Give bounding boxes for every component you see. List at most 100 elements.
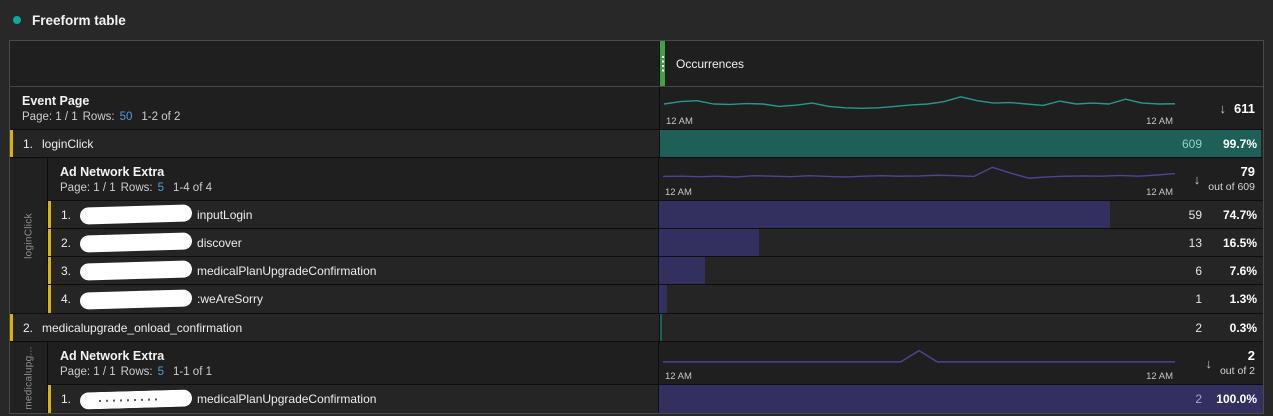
- pagination: Page: 1 / 1 Rows: 5 1-1 of 1: [60, 366, 658, 378]
- redaction-mark: [79, 204, 193, 225]
- row-label: :weAreSorry: [197, 292, 264, 306]
- redaction-mark: [79, 260, 193, 281]
- dimension-name: Ad Network Extra: [60, 164, 165, 179]
- sparkline: 12 AM 12 AM: [664, 92, 1175, 127]
- breakdown-dimension-header-row: Ad Network Extra Page: 1 / 1 Rows: 5 1-4…: [48, 158, 1263, 201]
- row-index: 1.: [23, 136, 34, 151]
- metric-percent: 99.7%: [1222, 136, 1257, 151]
- column-total: 79: [1240, 164, 1255, 180]
- metric-percent: 16.5%: [1222, 235, 1257, 250]
- metric-bar: [659, 229, 759, 256]
- metric-bar: [659, 385, 1263, 413]
- metric-header-label: Occurrences: [676, 56, 745, 71]
- redaction-mark: [79, 232, 193, 253]
- metric-value: 59: [1188, 207, 1202, 222]
- row-index: 1.: [61, 392, 72, 406]
- breakdown-row[interactable]: 1. medicalPlanUpgradeConfirmation 2 100.…: [48, 385, 1263, 413]
- breakdown-gutter: medicalupg...: [10, 342, 48, 413]
- time-axis-label-end: 12 AM: [1146, 371, 1173, 382]
- time-axis-label-end: 12 AM: [1146, 187, 1173, 198]
- sparkline-svg: [663, 347, 1175, 371]
- pagination: Page: 1 / 1 Rows: 50 1-2 of 2: [22, 111, 659, 123]
- breakdown-row[interactable]: 2. discover 13 16.5%: [48, 229, 1263, 257]
- sparkline: 12 AM 12 AM: [663, 163, 1175, 198]
- rows-label: Rows:: [120, 181, 153, 194]
- panel-collapse-dot[interactable]: [13, 16, 21, 24]
- column-drag-handle[interactable]: [660, 41, 665, 86]
- row-label: medicalupgrade_onload_confirmation: [42, 320, 243, 335]
- breakdown-gutter: loginClick: [10, 158, 48, 313]
- row-label: medicalPlanUpgradeConfirmation: [197, 263, 377, 278]
- row-label: loginClick: [42, 136, 94, 151]
- metric-percent: 7.6%: [1229, 263, 1257, 278]
- metric-percent: 0.3%: [1229, 320, 1257, 335]
- metric-value: 1: [1195, 292, 1202, 306]
- breakdown-gutter-label: medicalupg...: [23, 345, 34, 410]
- row-label: inputLogin: [197, 207, 253, 222]
- sparkline: 12 AM 12 AM: [663, 347, 1175, 382]
- time-axis-label-start: 12 AM: [665, 187, 692, 198]
- row-label: medicalPlanUpgradeConfirmation: [197, 392, 377, 406]
- column-header-occurrences[interactable]: Occurrences: [660, 41, 1263, 86]
- table-row[interactable]: 2. medicalupgrade_onload_confirmation 2 …: [10, 314, 1263, 342]
- row-range: 1-2 of 2: [141, 110, 181, 123]
- metric-bar: [660, 314, 662, 341]
- dimension-name: Event Page: [22, 93, 90, 108]
- metric-bar: [659, 201, 1111, 228]
- page-indicator: Page: 1 / 1: [60, 181, 116, 194]
- sort-descending-icon[interactable]: ↓: [1219, 100, 1227, 116]
- breakdown-row[interactable]: 1. inputLogin 59 74.7%: [48, 201, 1263, 229]
- metric-value: 2: [1195, 320, 1202, 335]
- metric-value: 6: [1195, 263, 1202, 278]
- breakdown-section: loginClick Ad Network Extra Page: 1 / 1 …: [10, 158, 1263, 314]
- metric-bar: [659, 285, 667, 313]
- sort-descending-icon[interactable]: ↓: [1193, 171, 1201, 187]
- metric-percent: 1.3%: [1229, 292, 1257, 306]
- sort-descending-icon[interactable]: ↓: [1205, 355, 1212, 371]
- redaction-mark: [79, 388, 193, 410]
- dimension-header-row: Event Page Page: 1 / 1 Rows: 50 1-2 of 2…: [10, 87, 1263, 130]
- rows-label: Rows:: [82, 110, 115, 123]
- row-range: 1-1 of 1: [172, 365, 212, 378]
- freeform-table: Occurrences Event Page Page: 1 / 1 Rows:…: [9, 40, 1264, 414]
- row-label: discover: [197, 235, 242, 250]
- column-total-context: out of 2: [1219, 364, 1255, 377]
- redaction-mark: [79, 288, 193, 310]
- dimension-column-header-cell: [10, 41, 660, 86]
- sparkline-svg: [664, 92, 1175, 116]
- column-total: 611: [1234, 100, 1255, 116]
- row-index: 1.: [61, 207, 72, 222]
- column-total: 2: [1247, 348, 1255, 364]
- page-indicator: Page: 1 / 1: [22, 110, 78, 123]
- time-axis-label-start: 12 AM: [666, 116, 693, 127]
- time-axis-label-end: 12 AM: [1146, 116, 1173, 127]
- page-indicator: Page: 1 / 1: [60, 365, 116, 378]
- time-axis-label-start: 12 AM: [665, 371, 692, 382]
- metric-bar: [660, 130, 1262, 157]
- metric-value: 2: [1195, 392, 1202, 406]
- breakdown-row[interactable]: 4. :weAreSorry 1 1.3%: [48, 285, 1263, 313]
- metric-percent: 100.0%: [1216, 392, 1257, 406]
- row-range: 1-4 of 4: [172, 181, 212, 194]
- column-total-context: out of 609: [1208, 180, 1255, 193]
- rows-label: Rows:: [120, 365, 153, 378]
- row-index: 4.: [61, 292, 72, 306]
- table-row[interactable]: 1. loginClick 609 99.7%: [10, 130, 1263, 158]
- dimension-name: Ad Network Extra: [60, 348, 165, 363]
- metric-value: 13: [1188, 235, 1202, 250]
- breakdown-dimension-header-row: Ad Network Extra Page: 1 / 1 Rows: 5 1-1…: [48, 342, 1263, 385]
- breakdown-gutter-label: loginClick: [23, 212, 34, 259]
- table-header-row: Occurrences: [10, 41, 1263, 87]
- metric-value: 609: [1181, 136, 1202, 151]
- pagination: Page: 1 / 1 Rows: 5 1-4 of 4: [60, 182, 658, 194]
- breakdown-row[interactable]: 3. medicalPlanUpgradeConfirmation 6 7.6%: [48, 257, 1263, 285]
- row-index: 2.: [23, 320, 34, 335]
- panel-title: Freeform table: [32, 12, 126, 28]
- panel-header: Freeform table: [0, 0, 1273, 40]
- rows-per-page-value[interactable]: 5: [157, 365, 164, 378]
- row-index: 3.: [61, 263, 72, 278]
- breakdown-section: medicalupg... Ad Network Extra Page: 1 /…: [10, 342, 1263, 413]
- sparkline-svg: [663, 163, 1175, 187]
- rows-per-page-value[interactable]: 5: [157, 181, 164, 194]
- rows-per-page-value[interactable]: 50: [119, 110, 133, 123]
